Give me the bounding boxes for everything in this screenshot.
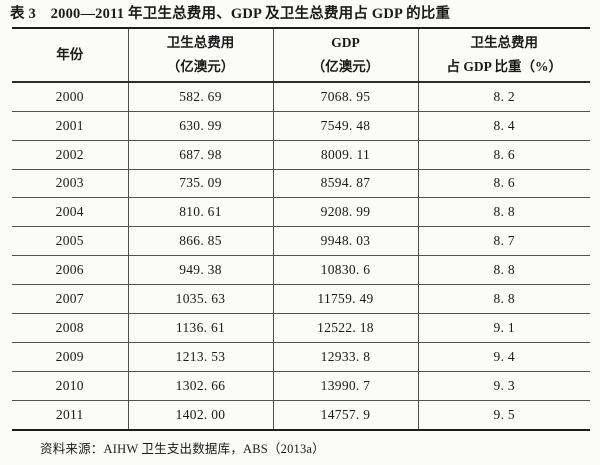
table-row: 2006 949. 38 10830. 6 8. 8	[12, 255, 590, 285]
cell-year: 2002	[12, 139, 128, 170]
table-row: 2009 1213. 53 12933. 8 9. 4	[12, 341, 590, 372]
cell-pct-of-gdp: 9. 4	[417, 341, 590, 372]
cell-year: 2011	[12, 399, 128, 430]
cell-year: 2001	[12, 110, 128, 141]
col-header-pct-of-gdp: 卫生总费用 占 GDP 比重（%）	[417, 27, 590, 83]
cell-health-expenditure: 866. 85	[127, 226, 273, 256]
table-row: 2005 866. 85 9948. 03 8. 7	[12, 226, 590, 256]
table-row: 2003 735. 09 8594. 87 8. 6	[12, 168, 590, 198]
cell-pct-of-gdp: 8. 4	[417, 110, 590, 141]
table-row: 2011 1402. 00 14757. 9 9. 5	[12, 399, 590, 430]
cell-pct-of-gdp: 9. 1	[417, 312, 590, 343]
cell-year: 2010	[12, 370, 128, 401]
cell-year: 2005	[12, 226, 128, 256]
table-row: 2007 1035. 63 11759. 49 8. 8	[12, 284, 590, 314]
cell-year: 2007	[12, 284, 128, 314]
cell-pct-of-gdp: 8. 7	[417, 226, 590, 256]
cell-health-expenditure: 1402. 00	[127, 399, 273, 430]
table-row: 2010 1302. 66 13990. 7 9. 3	[12, 370, 590, 401]
cell-year: 2000	[12, 81, 128, 112]
table-row: 2004 810. 61 9208. 99 8. 8	[12, 197, 590, 227]
cell-gdp: 12522. 18	[272, 312, 418, 343]
cell-health-expenditure: 1136. 61	[127, 312, 273, 343]
col-header-gdp-label: GDP	[331, 35, 360, 51]
col-header-year: 年份	[12, 27, 128, 83]
cell-health-expenditure: 582. 69	[127, 81, 273, 112]
cell-pct-of-gdp: 9. 5	[417, 399, 590, 430]
source-note: 资料来源：AIHW 卫生支出数据库，ABS（2013a）	[40, 441, 325, 456]
cell-pct-of-gdp: 8. 6	[417, 168, 590, 198]
table-caption: 表 3 2000—2011 年卫生总费用、GDP 及卫生总费用占 GDP 的比重	[10, 6, 451, 22]
table-row: 2002 687. 98 8009. 11 8. 6	[12, 139, 590, 170]
cell-year: 2004	[12, 197, 128, 227]
cell-pct-of-gdp: 9. 3	[417, 370, 590, 401]
cell-gdp: 8594. 87	[272, 168, 418, 198]
cell-health-expenditure: 949. 38	[127, 255, 273, 285]
cell-year: 2003	[12, 168, 128, 198]
col-header-health-expenditure: 卫生总费用 （亿澳元）	[127, 27, 273, 83]
cell-health-expenditure: 687. 98	[127, 139, 273, 170]
cell-gdp: 13990. 7	[272, 370, 418, 401]
cell-year: 2009	[12, 341, 128, 372]
cell-health-expenditure: 1213. 53	[127, 341, 273, 372]
cell-gdp: 7549. 48	[272, 110, 418, 141]
col-header-pct-of-gdp-unit: 占 GDP 比重（%）	[446, 58, 562, 74]
cell-gdp: 9948. 03	[272, 226, 418, 256]
cell-health-expenditure: 1035. 63	[127, 284, 273, 314]
col-header-year-label: 年份	[56, 47, 84, 63]
col-header-pct-of-gdp-label: 卫生总费用	[470, 35, 539, 51]
cell-pct-of-gdp: 8. 8	[417, 255, 590, 285]
cell-gdp: 9208. 99	[272, 197, 418, 227]
table-row: 2008 1136. 61 12522. 18 9. 1	[12, 312, 590, 343]
cell-year: 2006	[12, 255, 128, 285]
col-header-gdp-unit: （亿澳元）	[311, 58, 380, 74]
cell-pct-of-gdp: 8. 2	[417, 81, 590, 112]
col-header-health-expenditure-label: 卫生总费用	[166, 35, 235, 51]
cell-health-expenditure: 810. 61	[127, 197, 273, 227]
cell-gdp: 10830. 6	[272, 255, 418, 285]
cell-health-expenditure: 1302. 66	[127, 370, 273, 401]
cell-pct-of-gdp: 8. 6	[417, 139, 590, 170]
data-table: 年份 卫生总费用 （亿澳元） GDP （亿澳元） 卫生总费用 占 GDP 比重（…	[12, 26, 590, 431]
header-row: 年份 卫生总费用 （亿澳元） GDP （亿澳元） 卫生总费用 占 GDP 比重（…	[12, 27, 590, 83]
cell-pct-of-gdp: 8. 8	[417, 197, 590, 227]
cell-year: 2008	[12, 312, 128, 343]
table-row: 2000 582. 69 7068. 95 8. 2	[12, 81, 590, 112]
cell-gdp: 8009. 11	[272, 139, 418, 170]
cell-pct-of-gdp: 8. 8	[417, 284, 590, 314]
table-row: 2001 630. 99 7549. 48 8. 4	[12, 110, 590, 141]
cell-health-expenditure: 735. 09	[127, 168, 273, 198]
col-header-health-expenditure-unit: （亿澳元）	[166, 58, 235, 74]
cell-gdp: 7068. 95	[272, 81, 418, 112]
cell-gdp: 11759. 49	[272, 284, 418, 314]
cell-gdp: 12933. 8	[272, 341, 418, 372]
cell-gdp: 14757. 9	[272, 399, 418, 430]
col-header-gdp: GDP （亿澳元）	[272, 27, 418, 83]
cell-health-expenditure: 630. 99	[127, 110, 273, 141]
